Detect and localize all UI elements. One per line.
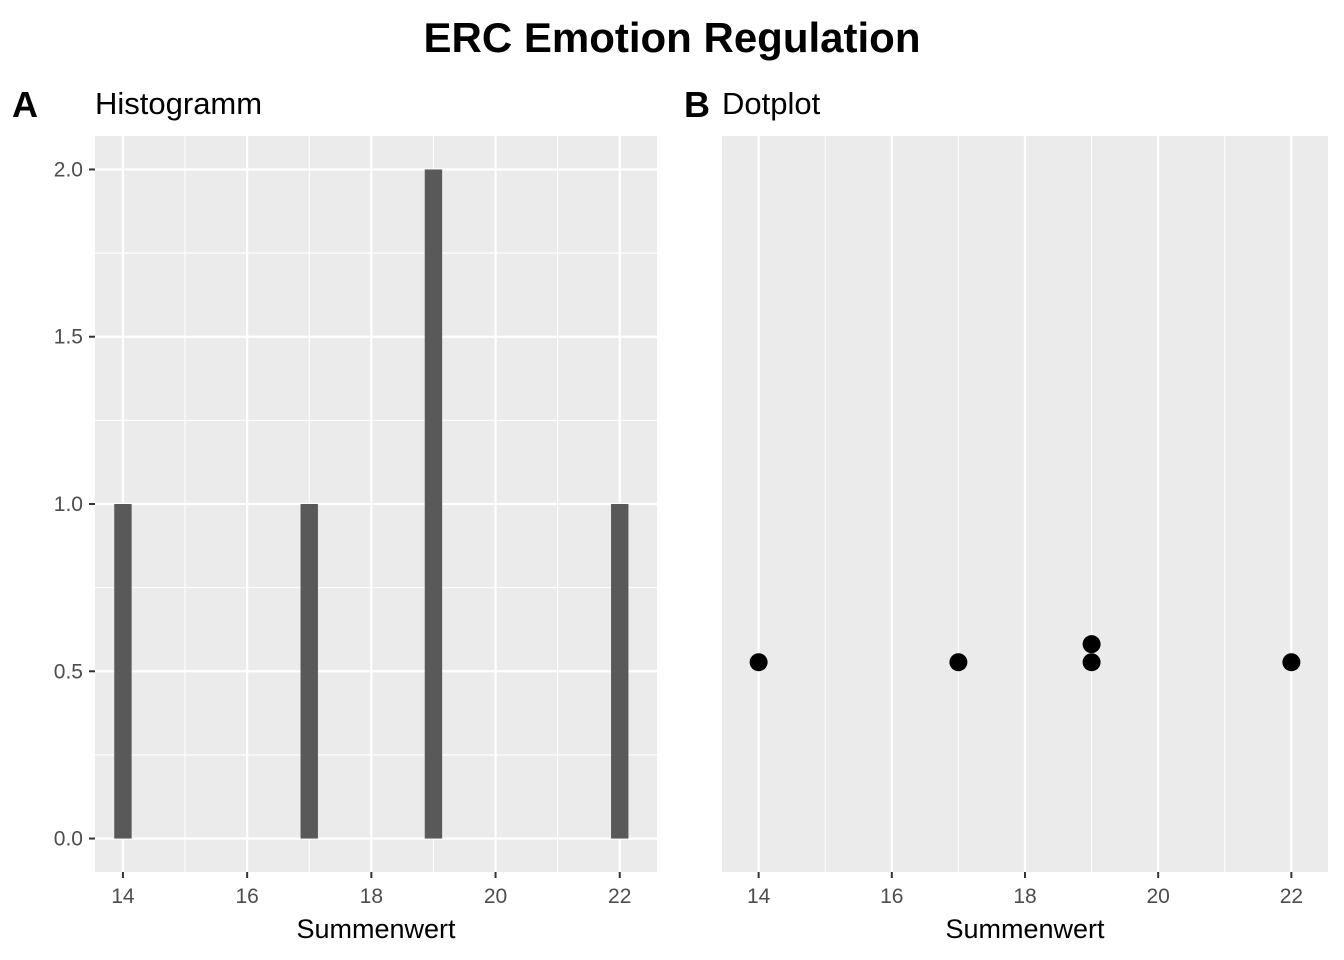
x-tick-label: 20 (484, 885, 507, 908)
x-tick-label: 20 (1147, 885, 1170, 908)
dot-point (1282, 653, 1301, 672)
y-tick-label: 0.0 (54, 828, 83, 851)
dot-point (1082, 653, 1101, 672)
x-tick-label: 22 (1280, 885, 1303, 908)
panel-a-tag: A (12, 84, 38, 125)
panel-b-tag: B (684, 84, 710, 125)
x-tick-label: 18 (1013, 885, 1036, 908)
x-tick-label: 16 (235, 885, 258, 908)
panel-a-subtitle: Histogramm (95, 86, 263, 121)
chart-title: ERC Emotion Regulation (423, 14, 921, 61)
x-tick-label: 14 (111, 885, 135, 908)
y-tick-label: 0.5 (54, 660, 83, 683)
x-tick-label: 18 (360, 885, 383, 908)
y-tick-label: 1.5 (54, 326, 83, 349)
histogram-bar (114, 504, 132, 839)
histogram-bar (300, 504, 318, 839)
histogram-bar (424, 169, 443, 839)
x-axis-title: Summenwert (945, 914, 1105, 944)
x-tick-label: 22 (608, 885, 631, 908)
panel-a-plot: 14 16 18 20 22 0.0 0.5 1.0 1.5 2.0 Summenwert (54, 136, 657, 944)
histogram-bar (611, 504, 629, 839)
panel-b-plot: 14 16 18 20 22 Summenwert (722, 136, 1328, 944)
y-tick-label: 2.0 (54, 158, 83, 181)
panel-b-subtitle: Dotplot (722, 86, 821, 121)
y-tick-label: 1.0 (54, 493, 83, 516)
dot-point (949, 653, 968, 672)
x-tick-label: 16 (880, 885, 903, 908)
dot-point (749, 653, 768, 672)
dot-point (1082, 635, 1101, 654)
x-tick-label: 14 (747, 885, 771, 908)
x-axis-title: Summenwert (296, 914, 456, 944)
